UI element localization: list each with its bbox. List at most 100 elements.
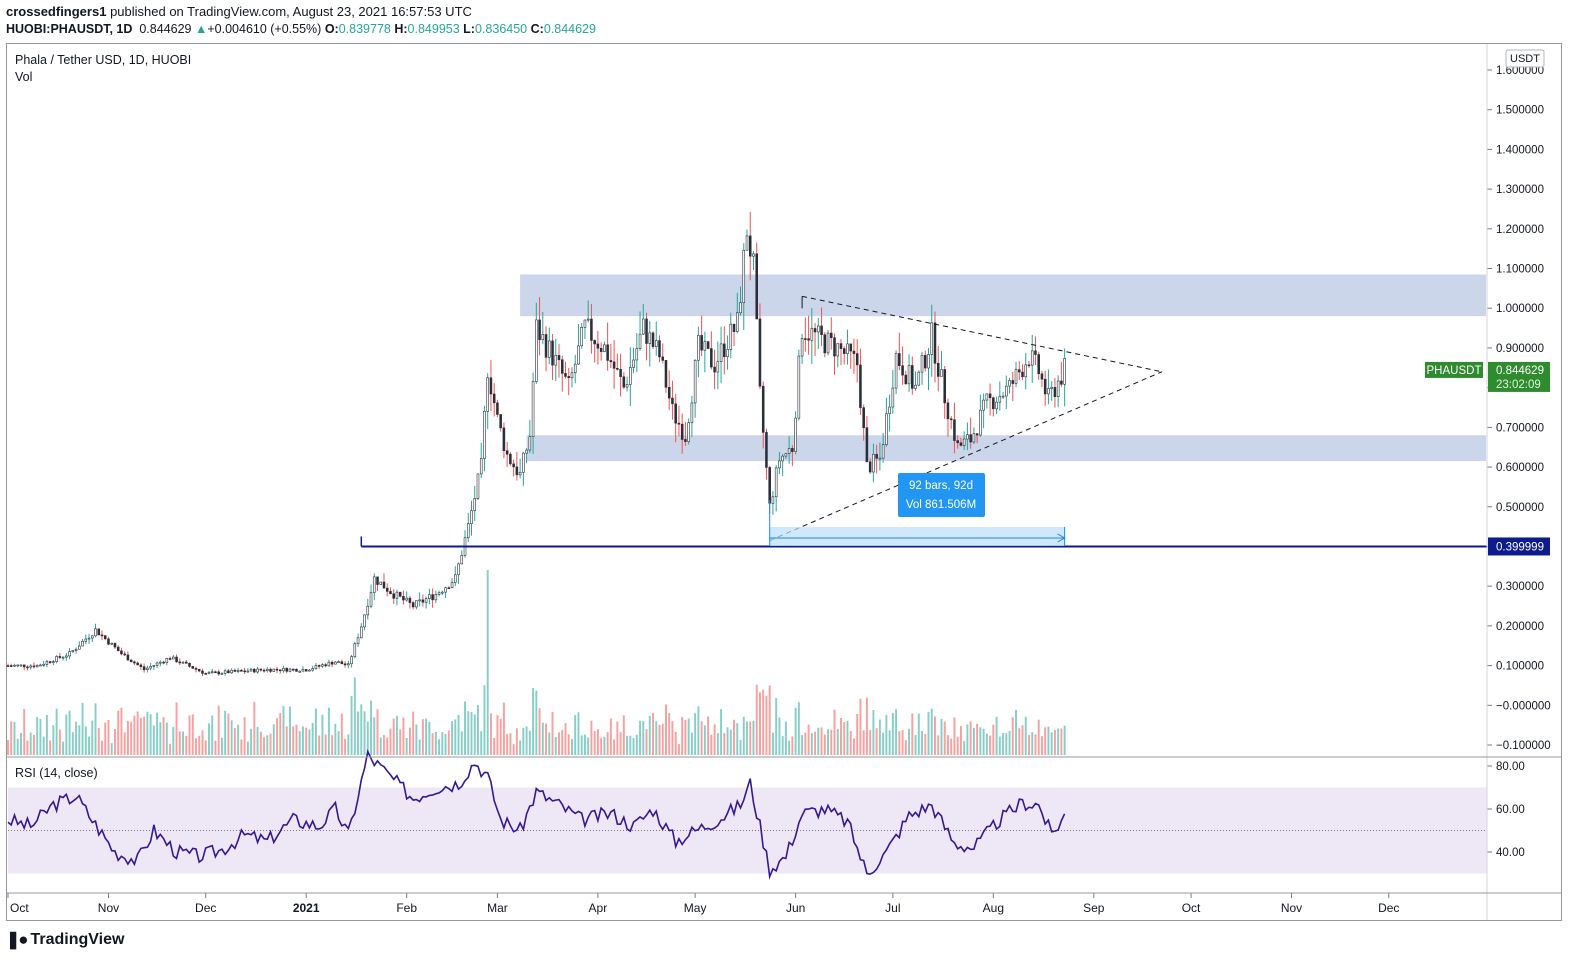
candle-body (421, 599, 425, 603)
volume-bar (347, 734, 350, 755)
zone-rect-0[interactable] (520, 274, 1486, 317)
candle-body (360, 626, 363, 639)
candle-body (927, 354, 930, 369)
volume-bar (726, 727, 729, 755)
candle-body (382, 581, 386, 589)
candle-body (570, 372, 574, 378)
candle-body (103, 635, 107, 640)
volume-bar (878, 719, 881, 755)
candle-body (548, 340, 551, 358)
volume-bar (596, 729, 599, 755)
candle-body (564, 373, 567, 377)
volume-bar (383, 735, 385, 755)
candle-body (444, 587, 447, 593)
volume-bar (1008, 730, 1011, 755)
volume-bar (418, 739, 421, 755)
candle-body (301, 669, 305, 672)
volume-bar (817, 727, 820, 755)
measure-range[interactable] (769, 527, 1065, 546)
candle-body (982, 399, 985, 411)
volume-bar (363, 711, 366, 755)
rsi-line[interactable] (7, 748, 1066, 880)
candle-body (295, 668, 298, 672)
candle-body (372, 576, 376, 593)
volume-bar (804, 732, 807, 755)
zone-rect-1[interactable] (526, 435, 1486, 462)
volume-bar (710, 734, 713, 755)
volume-bar (571, 738, 573, 755)
triangle-upper-line[interactable] (801, 295, 1162, 373)
candle-body (460, 555, 464, 565)
volume-bar (447, 730, 450, 755)
candle-body (178, 661, 182, 664)
candle-body (787, 448, 791, 454)
price-tick-label: 0.600000 (1496, 462, 1544, 474)
volume-bar (694, 713, 697, 755)
volume-bar (139, 717, 142, 755)
author[interactable]: crossedfingers1 (6, 4, 107, 19)
volume-bar (269, 733, 272, 755)
volume-bar (953, 717, 956, 755)
candle-body (418, 599, 421, 602)
candle-body (395, 591, 399, 599)
volume-bar (29, 732, 32, 755)
volume-bar (483, 685, 486, 755)
candle-body (758, 318, 762, 387)
candle-body (596, 343, 600, 349)
candle-body (376, 576, 379, 585)
volume-bar (36, 717, 39, 755)
candle-body (868, 461, 872, 473)
volume-bar (522, 727, 525, 755)
candle-body (891, 387, 895, 408)
volume-bar (81, 702, 84, 755)
volume-bar (285, 726, 288, 755)
candle-body (1034, 350, 1037, 355)
candle-body (512, 463, 515, 468)
candle-body (635, 348, 639, 361)
candle-body (288, 668, 292, 672)
triangle-lower-line[interactable] (769, 371, 1163, 541)
volume-bar (950, 738, 953, 755)
candle-body (253, 668, 256, 673)
candle-body (739, 302, 742, 314)
volume-bar (7, 739, 9, 755)
volume-bar (10, 721, 13, 755)
volume-bar (985, 733, 988, 755)
volume-bar (551, 711, 554, 755)
candle-body (29, 665, 32, 668)
volume-bar (493, 737, 496, 755)
candle-body (1014, 369, 1018, 384)
price-tick-label: 0.300000 (1496, 581, 1544, 593)
volume-bar (250, 728, 253, 755)
candle-body (933, 322, 937, 364)
time-tick-label: Jul (885, 901, 900, 915)
candle-body (674, 403, 677, 424)
volume-bar (146, 711, 149, 755)
candle-body (61, 656, 65, 659)
volume-bar (632, 738, 635, 755)
volume-bar (674, 731, 677, 755)
candle-body (661, 356, 665, 361)
volume-bar (590, 720, 593, 755)
measure-tooltip-bars: 92 bars, 92d (909, 480, 973, 492)
candle-body (567, 376, 571, 378)
volume-bar (39, 718, 42, 755)
tradingview-logo[interactable]: ❚● TradingView (6, 930, 124, 950)
candle-body (13, 664, 16, 667)
candle-body (810, 328, 814, 341)
volume-bar (655, 721, 658, 755)
candle-body (693, 359, 697, 404)
currency-badge[interactable] (1505, 49, 1545, 68)
candle-body (609, 360, 613, 363)
candle-body (528, 436, 532, 451)
volume-bar (321, 714, 324, 755)
volume-bar (23, 708, 26, 755)
volume-bar (1011, 717, 1014, 755)
candle-body (583, 319, 587, 328)
volume-bar (827, 729, 830, 755)
volume-bar (746, 721, 748, 755)
volume-bar (629, 735, 632, 755)
volume-bar (707, 716, 710, 755)
volume-bar (165, 722, 168, 755)
